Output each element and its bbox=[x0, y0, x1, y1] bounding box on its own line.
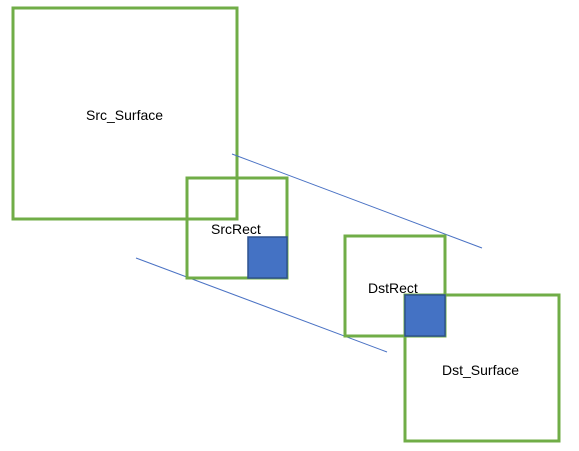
dst-rect-label: DstRect bbox=[368, 280, 418, 296]
dst-rect-box bbox=[343, 234, 447, 338]
upper-projection-line bbox=[231, 153, 483, 249]
dst-surface-label: Dst_Surface bbox=[442, 362, 519, 378]
src-selection-square bbox=[247, 236, 288, 279]
dst-surface-box bbox=[403, 293, 561, 443]
dst-selection-square bbox=[404, 294, 446, 337]
src-surface-label: Src_Surface bbox=[86, 107, 163, 123]
src-rect-label: SrcRect bbox=[211, 221, 261, 237]
src-rect-box bbox=[185, 176, 289, 280]
src-surface-box bbox=[11, 6, 239, 221]
